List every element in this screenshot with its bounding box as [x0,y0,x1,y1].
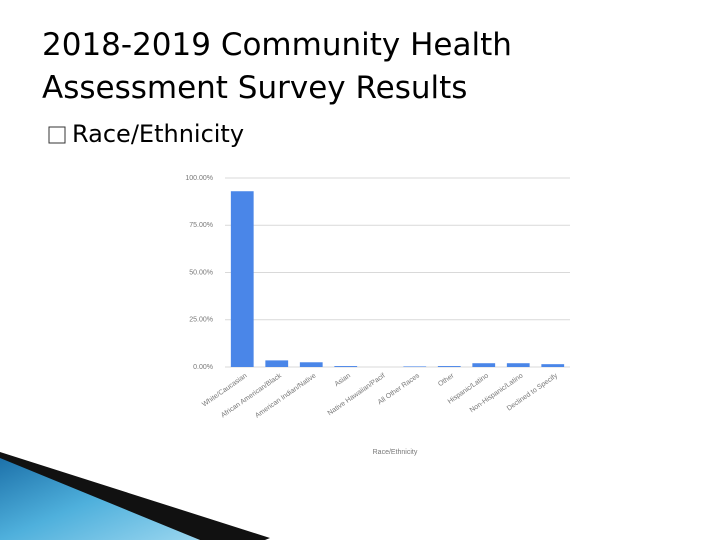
bullet-icon [48,126,66,144]
x-tick-label: Other [437,372,456,388]
bar [334,366,358,367]
bar [230,191,254,367]
y-tick-label: 25.00% [189,317,213,324]
bar [506,363,530,367]
bar [541,364,565,367]
bar [472,363,496,367]
x-tick-label: American Indian/Native [254,372,317,419]
x-tick-label: Asian [334,372,352,388]
y-tick-label: 50.00% [189,269,213,276]
y-tick-label: 0.00% [193,364,213,371]
y-tick-label: 75.00% [189,222,213,229]
slide-title: 2018-2019 Community Health [42,27,512,63]
bar [403,366,427,367]
bullet-text: Race/Ethnicity [72,120,244,148]
bar [299,362,323,367]
x-tick-label: Native Hawaiian/Pacif [327,372,387,417]
x-axis-label: Race/Ethnicity [373,449,418,456]
slide-title: Assessment Survey Results [42,70,467,106]
y-tick-label: 100.00% [185,175,213,182]
bar [265,360,289,367]
x-tick-label: African American/Black [220,372,283,419]
bar [437,366,461,367]
decoration-stroke [0,452,270,540]
